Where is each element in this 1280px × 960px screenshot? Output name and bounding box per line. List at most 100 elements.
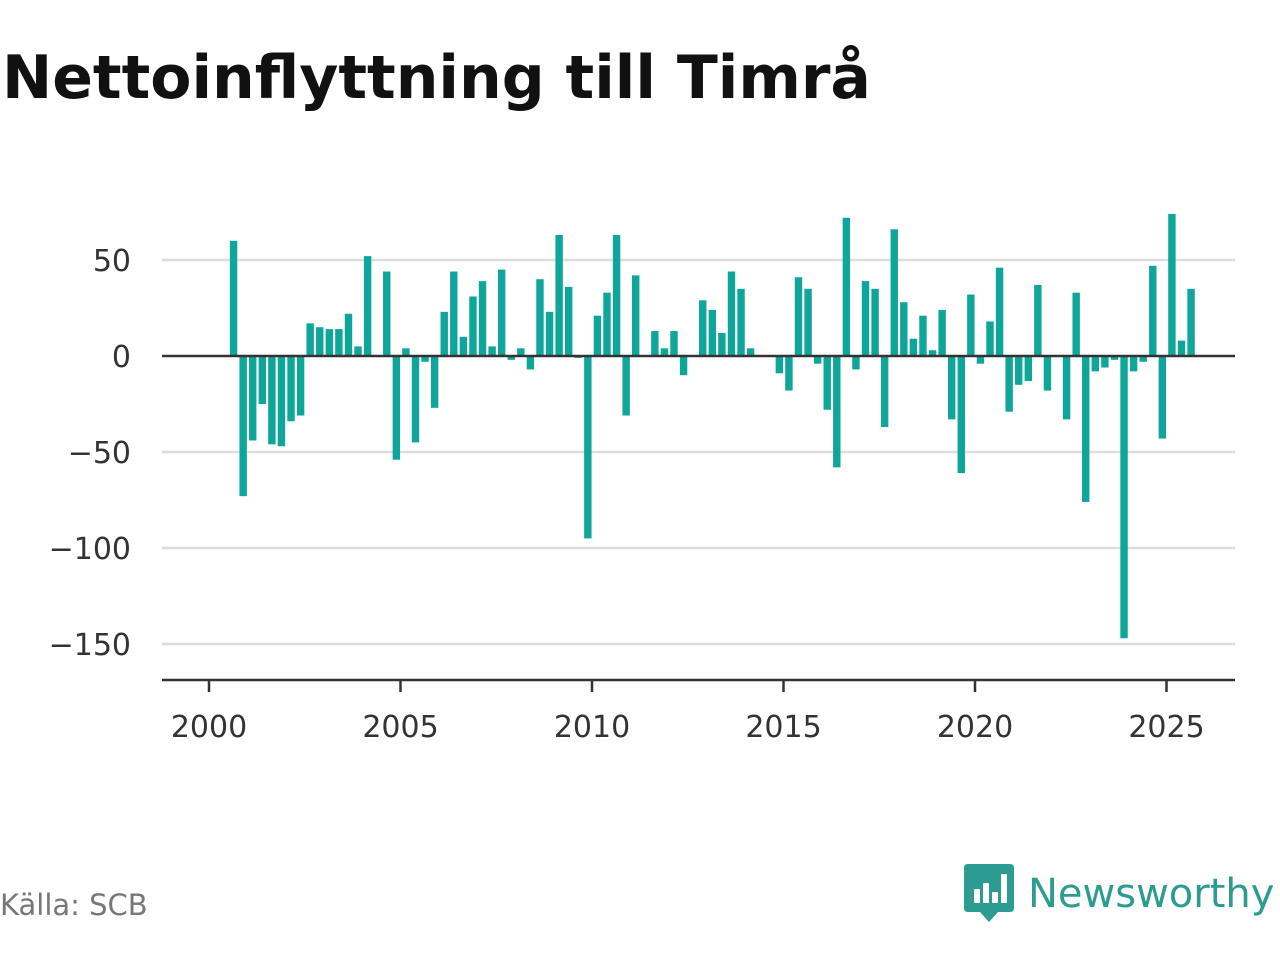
tick-labels: 50 0 −50 −100 −150 2000 2005 2010 2015 2020 2025 bbox=[49, 244, 1205, 745]
bar bbox=[555, 235, 563, 356]
bar bbox=[421, 356, 429, 362]
bar bbox=[239, 356, 247, 497]
bar bbox=[603, 292, 611, 356]
bar bbox=[967, 294, 975, 356]
bar bbox=[1062, 356, 1071, 420]
bar bbox=[900, 302, 908, 356]
bar bbox=[450, 271, 458, 356]
bar bbox=[268, 356, 276, 445]
bar bbox=[507, 356, 515, 360]
bar bbox=[871, 288, 879, 356]
bar bbox=[880, 356, 889, 428]
source-note: Källa: SCB bbox=[0, 888, 148, 922]
bar bbox=[306, 323, 314, 356]
bar bbox=[1187, 288, 1195, 356]
bar bbox=[1177, 340, 1186, 356]
bar bbox=[775, 356, 784, 374]
x-tick-label: 2015 bbox=[745, 710, 821, 745]
bar bbox=[1158, 356, 1167, 439]
bar bbox=[1101, 356, 1109, 368]
bars bbox=[229, 213, 1195, 639]
bar bbox=[976, 356, 985, 364]
bar bbox=[469, 296, 477, 356]
axes bbox=[162, 354, 1235, 692]
bar bbox=[488, 346, 496, 356]
grid-lines bbox=[162, 258, 1235, 646]
bar bbox=[593, 315, 602, 356]
bar bbox=[632, 275, 640, 356]
bar bbox=[1139, 356, 1147, 362]
bar bbox=[383, 271, 391, 356]
bar bbox=[536, 279, 544, 356]
bar bbox=[746, 348, 755, 356]
bar bbox=[258, 356, 266, 404]
bar bbox=[909, 338, 918, 356]
bar bbox=[1072, 292, 1080, 356]
bar bbox=[737, 288, 745, 356]
bar bbox=[1149, 265, 1157, 356]
x-tick-label: 2000 bbox=[171, 710, 247, 745]
bar bbox=[344, 313, 353, 356]
bar bbox=[545, 311, 554, 356]
x-tick-label: 2025 bbox=[1128, 710, 1204, 745]
bar bbox=[1120, 356, 1128, 639]
bar bbox=[957, 356, 965, 474]
bar bbox=[727, 271, 736, 356]
bar bbox=[316, 327, 324, 356]
bar bbox=[497, 269, 506, 356]
bar bbox=[948, 356, 956, 420]
bar bbox=[1091, 356, 1100, 372]
bar bbox=[622, 356, 630, 416]
bar bbox=[517, 348, 525, 356]
y-tick-label: 50 bbox=[93, 244, 131, 279]
bar bbox=[660, 348, 669, 356]
x-tick-label: 2020 bbox=[937, 710, 1013, 745]
bar bbox=[718, 332, 726, 356]
bar bbox=[1005, 356, 1013, 412]
bar bbox=[325, 329, 334, 356]
y-tick-label: −150 bbox=[49, 628, 131, 663]
bar bbox=[995, 267, 1004, 356]
bar bbox=[938, 309, 946, 356]
y-tick-label: 0 bbox=[112, 340, 131, 375]
bar bbox=[526, 356, 535, 370]
bar bbox=[1024, 356, 1032, 381]
bar bbox=[584, 356, 592, 539]
bar bbox=[1082, 356, 1090, 502]
brand-logo: Newsworthy bbox=[964, 862, 1274, 926]
bar bbox=[823, 356, 831, 410]
bar bbox=[1129, 356, 1138, 372]
bar bbox=[861, 281, 870, 356]
bar bbox=[296, 356, 305, 416]
bar bbox=[440, 311, 448, 356]
newsworthy-logo-icon bbox=[964, 864, 1014, 922]
bar bbox=[842, 217, 851, 356]
bar bbox=[794, 277, 803, 356]
bar bbox=[459, 336, 468, 356]
bar bbox=[928, 350, 937, 356]
bar bbox=[1168, 213, 1176, 356]
bar bbox=[229, 240, 238, 356]
bar bbox=[411, 356, 420, 443]
bar bbox=[699, 300, 707, 356]
y-tick-label: −100 bbox=[49, 532, 131, 567]
bar bbox=[1034, 284, 1042, 356]
bar bbox=[708, 309, 717, 356]
bar bbox=[813, 356, 822, 364]
bar bbox=[392, 356, 401, 460]
bar bbox=[354, 346, 362, 356]
bar bbox=[1110, 356, 1119, 360]
bar bbox=[670, 331, 678, 356]
y-tick-label: −50 bbox=[68, 436, 131, 471]
bar bbox=[430, 356, 439, 408]
chart-title: Nettoinflyttning till Timrå bbox=[2, 43, 871, 113]
bar bbox=[919, 315, 927, 356]
bar bbox=[249, 356, 257, 441]
bar bbox=[852, 356, 860, 370]
bar bbox=[651, 331, 659, 356]
bar bbox=[679, 356, 688, 376]
bar bbox=[833, 356, 841, 468]
bar bbox=[565, 286, 573, 356]
brand-name: Newsworthy bbox=[1028, 871, 1275, 917]
